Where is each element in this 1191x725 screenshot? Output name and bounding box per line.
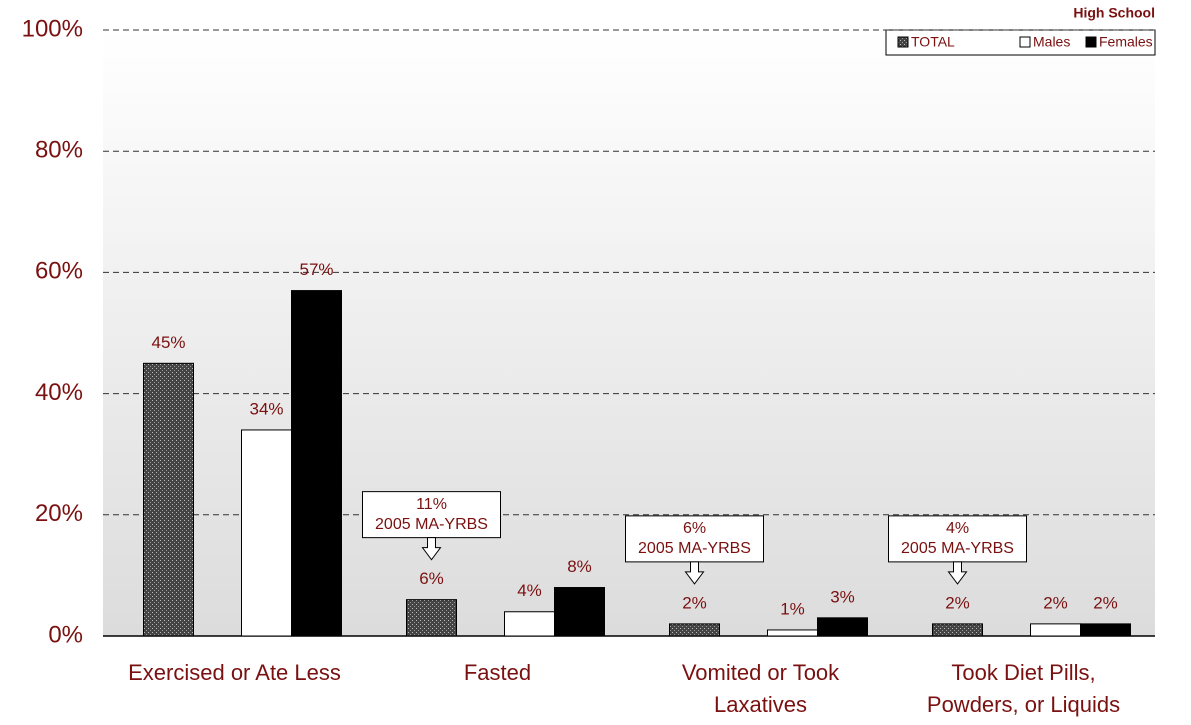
legend-swatch xyxy=(1085,36,1097,48)
callout-arrow xyxy=(421,537,442,561)
bar xyxy=(817,617,868,637)
callout-box xyxy=(888,515,1027,563)
bar xyxy=(504,611,555,637)
bar xyxy=(554,587,605,637)
legend-label: TOTAL xyxy=(911,34,955,50)
bar xyxy=(143,362,194,637)
y-tick-label: 0% xyxy=(48,621,83,648)
value-label: 6% xyxy=(419,569,444,588)
value-label: 2% xyxy=(1043,593,1068,612)
x-tick-label: Took Diet Pills, xyxy=(951,660,1095,685)
bar xyxy=(1080,623,1131,637)
legend-label: Males xyxy=(1033,34,1070,50)
callout-arrow xyxy=(947,561,968,585)
value-label: 8% xyxy=(567,557,592,576)
x-tick-label: Exercised or Ate Less xyxy=(128,660,341,685)
callout-text: 2005 MA-YRBS xyxy=(375,516,488,533)
legend-title: High School xyxy=(1073,5,1155,21)
value-label: 3% xyxy=(830,587,855,606)
x-tick-label: Fasted xyxy=(464,660,531,685)
callout-value: 4% xyxy=(946,520,969,537)
callout-text: 2005 MA-YRBS xyxy=(901,540,1014,557)
x-tick-label: Vomited or Took xyxy=(682,660,840,685)
x-tick-label: Laxatives xyxy=(714,692,807,717)
bar xyxy=(241,429,292,637)
value-label: 1% xyxy=(780,599,805,618)
value-label: 2% xyxy=(945,593,970,612)
callout-value: 6% xyxy=(683,520,706,537)
callout-value: 11% xyxy=(416,496,447,513)
bar xyxy=(291,290,342,637)
bar xyxy=(932,623,983,637)
y-tick-label: 20% xyxy=(35,500,83,527)
legend-swatch xyxy=(897,36,909,48)
value-label: 45% xyxy=(151,333,185,352)
callout-arrow xyxy=(684,561,705,585)
legend-label: Females xyxy=(1099,34,1153,50)
value-label: 2% xyxy=(682,593,707,612)
bar xyxy=(669,623,720,637)
value-label: 4% xyxy=(517,581,542,600)
y-tick-label: 40% xyxy=(35,379,83,406)
legend-swatch xyxy=(1019,36,1031,48)
value-label: 34% xyxy=(249,399,283,418)
bar xyxy=(1030,623,1081,637)
y-tick-label: 100% xyxy=(22,15,83,42)
x-tick-label: Powders, or Liquids xyxy=(927,692,1120,717)
y-tick-label: 80% xyxy=(35,137,83,164)
y-tick-label: 60% xyxy=(35,258,83,285)
bar xyxy=(406,599,457,637)
callout-box xyxy=(362,491,501,539)
value-label: 57% xyxy=(299,260,333,279)
value-label: 2% xyxy=(1093,593,1118,612)
callout-text: 2005 MA-YRBS xyxy=(638,540,751,557)
bar xyxy=(767,629,818,637)
